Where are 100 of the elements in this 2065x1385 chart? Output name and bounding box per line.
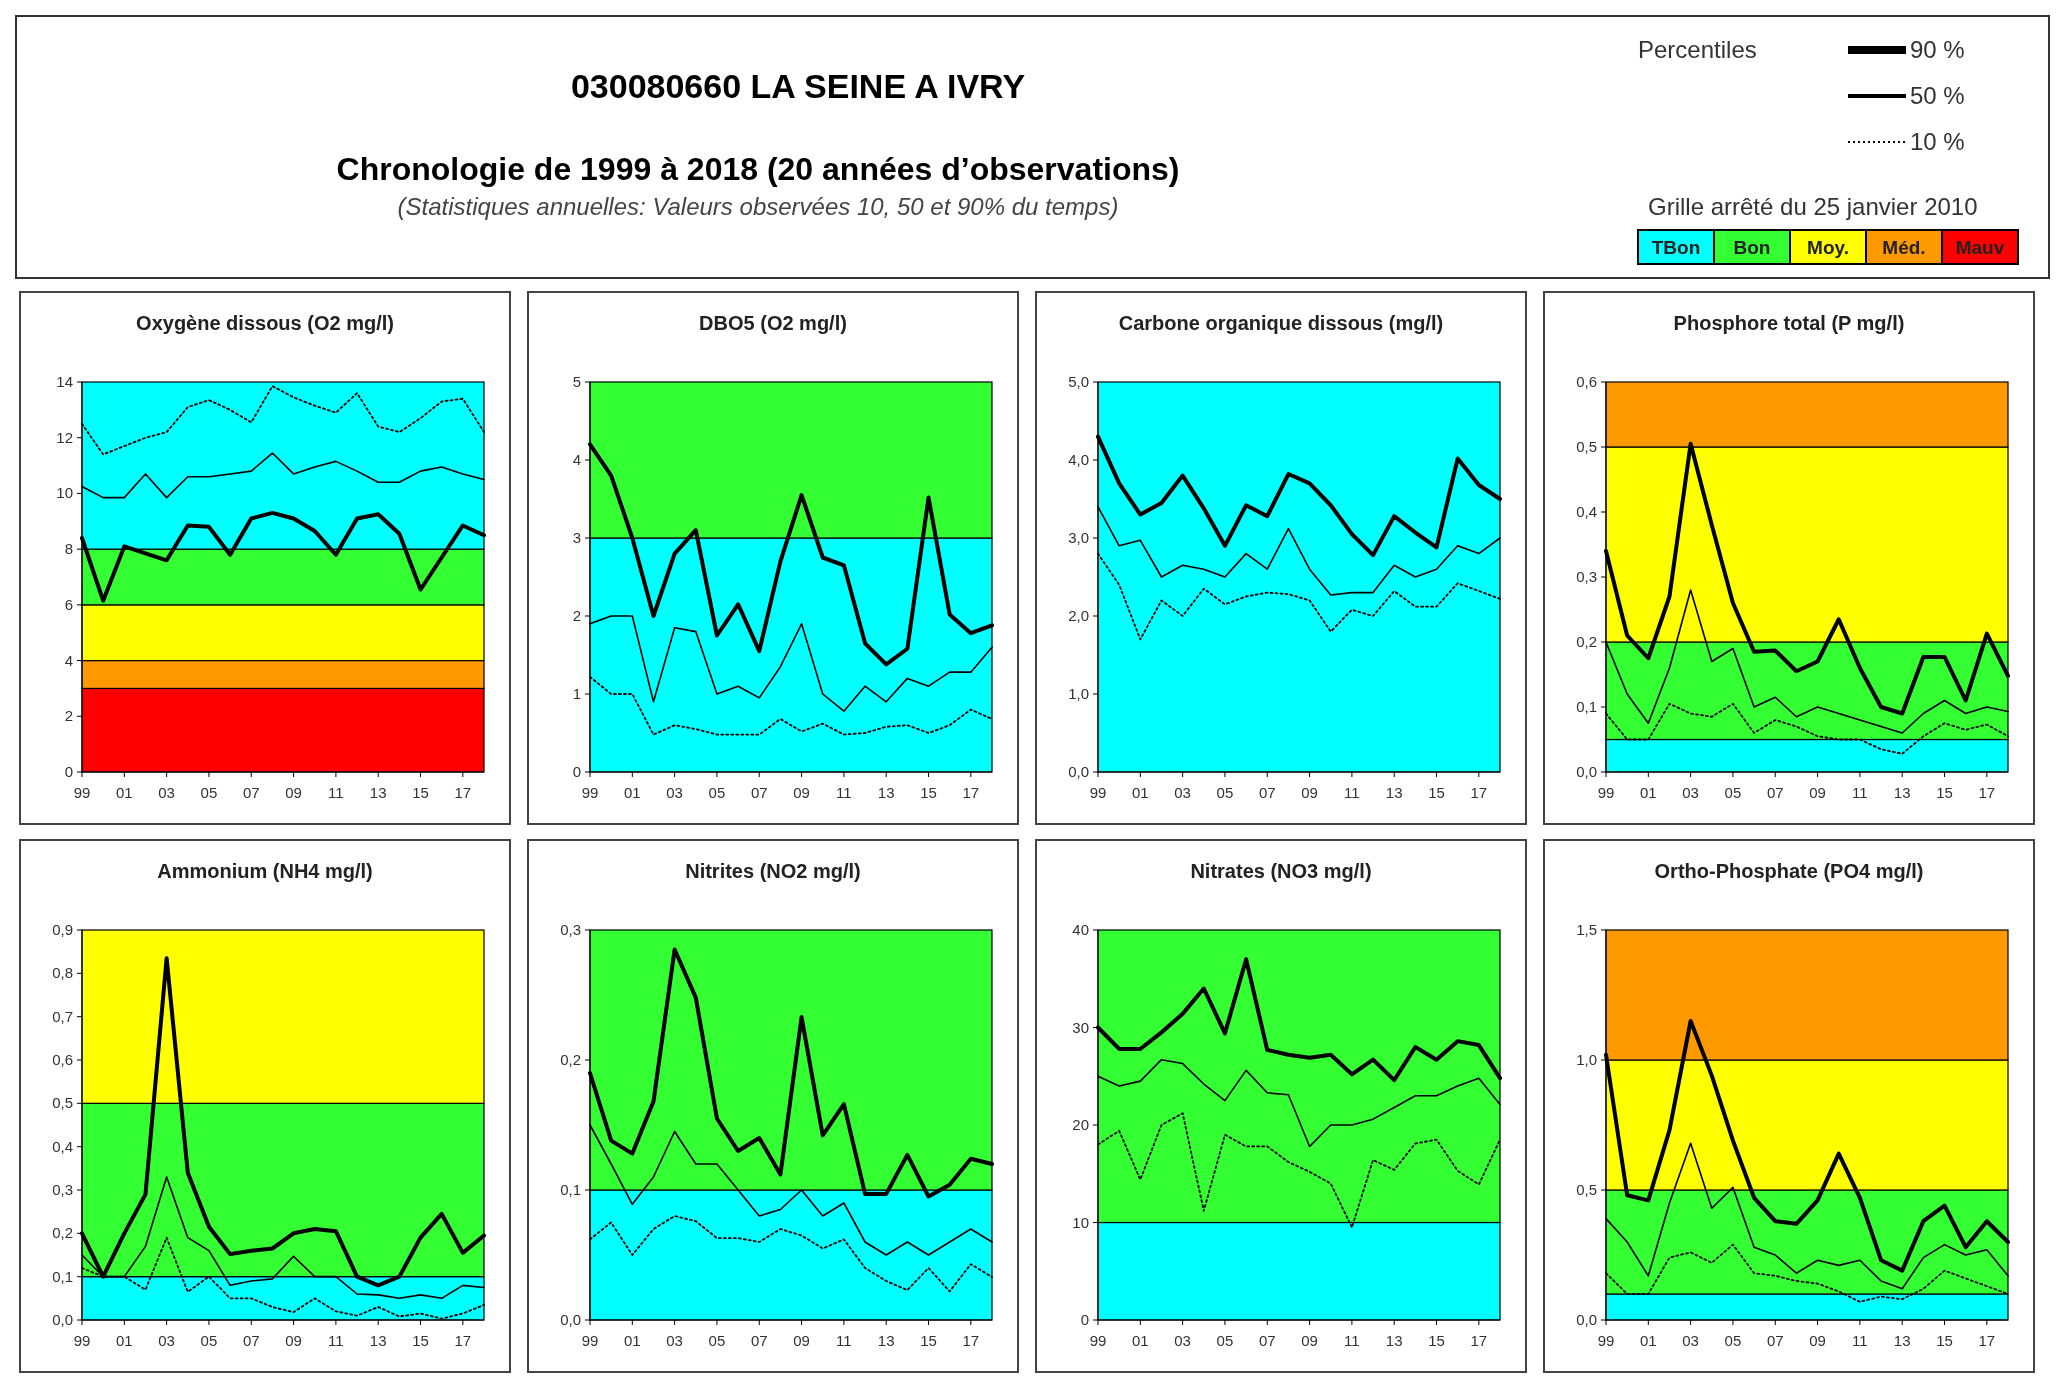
y-tick-label: 0,1 [560,1181,581,1198]
x-tick-label: 09 [1809,784,1826,801]
x-tick-label: 99 [581,1332,599,1349]
x-tick-label: 17 [1978,784,1996,801]
x-tick-label: 13 [1385,784,1403,801]
y-tick-label: 0,4 [52,1137,73,1155]
y-tick-label: 0,4 [1576,503,1597,520]
x-tick-label: 09 [285,784,302,801]
x-tick-label: 05 [1216,784,1234,801]
x-tick-label: 01 [115,1332,133,1349]
x-tick-label: 15 [412,1332,429,1349]
y-tick-label: 12 [56,428,73,446]
y-tick-label: 0,0 [1576,1311,1597,1328]
x-tick-label: 09 [793,784,810,801]
x-tick-label: 05 [1724,1332,1742,1349]
x-tick-label: 01 [1639,784,1657,801]
y-tick-label: 0,1 [52,1267,73,1285]
x-tick-label: 03 [666,1332,683,1349]
x-tick-label: 13 [877,1332,895,1349]
category-label: Mauv [1955,237,2005,258]
y-tick-label: 0,7 [52,1007,73,1025]
y-tick-label: 2 [572,607,581,624]
y-tick-label: 14 [56,373,73,390]
x-tick-label: 07 [750,784,768,801]
y-tick-label: 0,6 [52,1051,73,1068]
x-tick-label: 17 [1470,784,1488,801]
x-tick-label: 05 [200,1332,218,1349]
legend-label: 90 % [1910,36,1965,63]
x-tick-label: 09 [793,1332,810,1349]
x-tick-label: 01 [1131,1332,1149,1349]
x-tick-label: 03 [1682,784,1699,801]
x-tick-label: 13 [1385,1332,1403,1349]
y-tick-label: 0,0 [560,1311,581,1328]
y-tick-label: 1 [572,685,581,702]
y-tick-label: 0,5 [1576,438,1597,455]
y-tick-label: 10 [1072,1213,1089,1231]
x-tick-label: 09 [285,1332,302,1349]
x-tick-label: 05 [200,784,218,801]
y-tick-label: 0,5 [52,1094,73,1112]
y-tick-label: 0,2 [1576,633,1597,650]
x-tick-label: 05 [1724,784,1742,801]
chart-title: Nitrates (NO3 mg/l) [1190,860,1372,882]
x-tick-label: 99 [73,784,91,801]
y-tick-label: 0,9 [52,921,73,938]
y-tick-label: 0,2 [560,1051,581,1068]
y-tick-label: 0,0 [1576,763,1597,780]
x-tick-label: 03 [1174,784,1191,801]
y-tick-label: 2 [64,707,73,725]
legend-title: Percentiles [1638,36,1757,63]
y-tick-label: 0 [572,763,581,780]
x-tick-label: 07 [242,784,260,801]
y-tick-label: 0,3 [52,1181,73,1198]
chart-title: Ortho-Phosphate (PO4 mg/l) [1654,860,1924,882]
category-label: Méd. [1882,237,1926,258]
y-tick-label: 1,0 [1576,1051,1597,1068]
y-tick-label: 0,3 [1576,568,1597,585]
y-tick-label: 0,3 [560,921,581,938]
y-tick-label: 3 [572,529,581,546]
x-tick-label: 99 [1597,784,1615,801]
x-tick-label: 15 [1428,1332,1445,1349]
x-tick-label: 03 [1682,1332,1699,1349]
x-tick-label: 11 [1344,1332,1360,1349]
x-tick-label: 15 [412,784,429,801]
x-tick-label: 15 [1428,784,1445,801]
x-tick-label: 05 [708,784,726,801]
x-tick-label: 07 [750,1332,768,1349]
x-tick-label: 17 [962,784,980,801]
x-tick-label: 17 [454,784,472,801]
x-tick-label: 03 [158,1332,175,1349]
x-tick-label: 01 [115,784,133,801]
x-tick-label: 11 [836,1332,852,1349]
chart-title: Carbone organique dissous (mg/l) [1118,312,1444,334]
x-tick-label: 13 [369,1332,387,1349]
y-tick-label: 2,0 [1068,607,1089,624]
x-tick-label: 05 [1216,1332,1234,1349]
x-tick-label: 11 [1852,784,1868,801]
x-tick-label: 03 [1174,1332,1191,1349]
category-label: Bon [1733,237,1771,258]
y-tick-label: 0 [64,763,73,780]
x-tick-label: 01 [623,1332,641,1349]
category-label: TBon [1651,237,1701,258]
x-tick-label: 13 [1893,784,1911,801]
x-tick-label: 99 [73,1332,91,1349]
y-tick-label: 4 [572,451,581,468]
x-tick-label: 99 [581,784,599,801]
y-tick-label: 30 [1072,1018,1089,1036]
x-tick-label: 01 [1639,1332,1657,1349]
x-tick-label: 99 [1089,784,1107,801]
y-tick-label: 40 [1072,921,1089,938]
y-tick-label: 3,0 [1068,529,1089,546]
y-tick-label: 1,5 [1576,921,1597,938]
x-tick-label: 13 [1893,1332,1911,1349]
text: (Statistiques annuelles: Valeurs observées 10, 50 et 90% du temps) [397,193,1119,220]
y-tick-label: 0,1 [1576,698,1597,715]
x-tick-label: 15 [920,1332,937,1349]
x-tick-label: 07 [1258,1332,1276,1349]
x-tick-label: 17 [1470,1332,1488,1349]
chart-title: Nitrites (NO2 mg/l) [685,860,861,882]
legend-label: 50 % [1910,82,1965,109]
text: Grille arrêté du 25 janvier 2010 [1648,193,1978,220]
